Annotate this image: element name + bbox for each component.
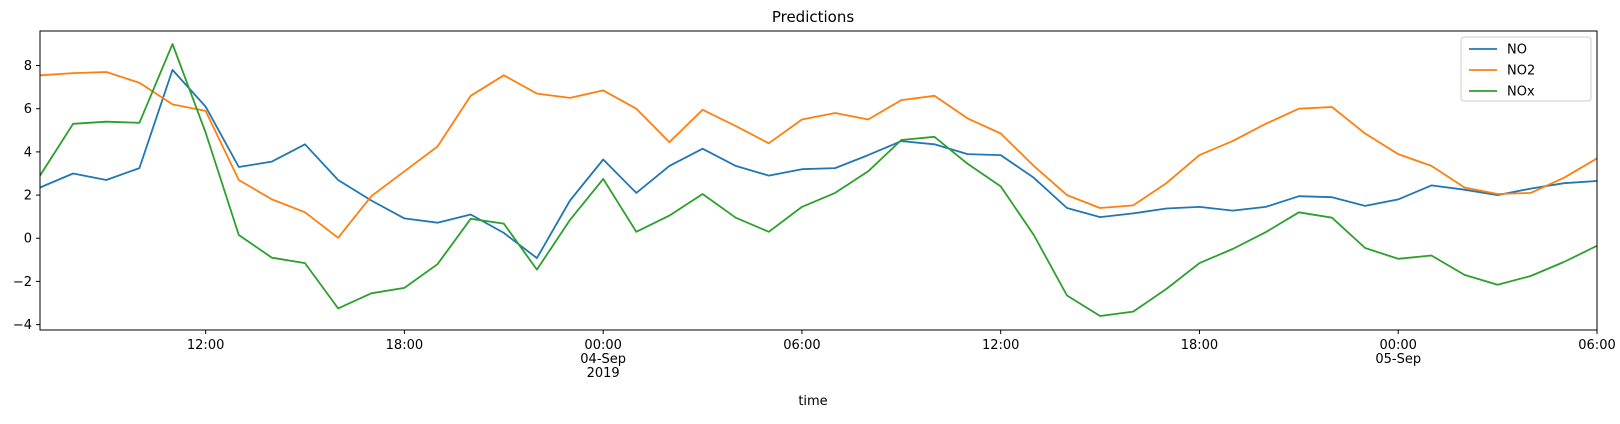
- legend-label-no: NO: [1507, 43, 1527, 58]
- x-tick-label: 06:00: [1578, 338, 1615, 353]
- x-axis-label: time: [798, 394, 827, 409]
- x-tick-label: 12:00: [982, 338, 1019, 353]
- plot-frame: [39, 30, 1598, 331]
- x-tick-label: 18:00: [386, 338, 423, 353]
- series-line-nox: [40, 43, 1597, 317]
- x-tick-label: 05-Sep: [1375, 352, 1421, 367]
- legend-label-no2: NO2: [1507, 64, 1535, 79]
- y-tick-label: 8: [24, 59, 32, 74]
- chart-title: Predictions: [772, 8, 855, 26]
- legend-label-nox: NOx: [1507, 85, 1535, 100]
- y-tick-label: −4: [13, 318, 32, 333]
- y-tick-label: 6: [24, 102, 32, 117]
- y-tick-label: 2: [24, 189, 32, 204]
- x-tick-label: 04-Sep: [580, 352, 626, 367]
- y-tick-label: −2: [13, 275, 32, 290]
- x-tick-label: 2019: [587, 366, 620, 381]
- series-line-no2: [40, 71, 1597, 239]
- series-line-no: [40, 69, 1597, 260]
- x-tick-label: 18:00: [1181, 338, 1218, 353]
- x-tick-label: 06:00: [783, 338, 820, 353]
- x-tick-label: 00:00: [1379, 338, 1416, 353]
- y-tick-label: 0: [24, 232, 32, 247]
- legend-box: [1460, 36, 1592, 102]
- y-tick-label: 4: [24, 145, 32, 160]
- x-tick-label: 12:00: [187, 338, 224, 353]
- x-tick-label: 00:00: [584, 338, 621, 353]
